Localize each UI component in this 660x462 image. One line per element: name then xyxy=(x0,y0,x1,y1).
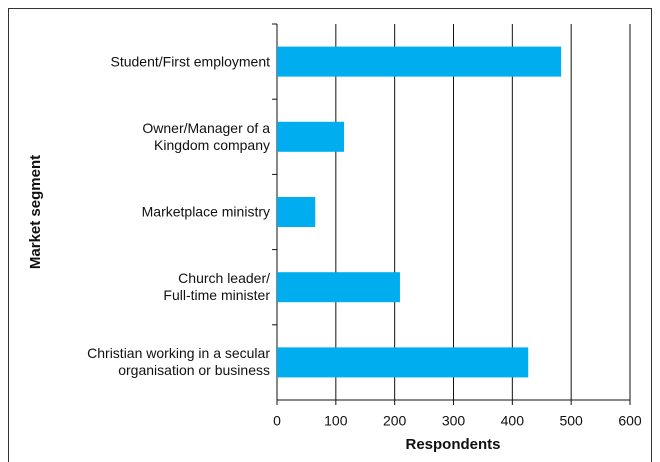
x-tick-label: 600 xyxy=(618,413,642,429)
x-tick-label: 0 xyxy=(273,413,281,429)
bar xyxy=(277,121,345,152)
x-tick-label: 300 xyxy=(442,413,466,429)
bar xyxy=(277,197,316,227)
y-tick-label: Christian working in a secular organisat… xyxy=(87,345,270,379)
y-tick-label: Church leader/ Full-time minister xyxy=(163,270,270,304)
y-tick-label: Owner/Manager of a Kingdom company xyxy=(142,119,270,153)
bar xyxy=(277,46,562,77)
x-tick-label: 500 xyxy=(559,413,583,429)
x-tick-label: 200 xyxy=(383,413,407,429)
bar xyxy=(277,272,400,303)
y-tick-label: Marketplace ministry xyxy=(141,203,270,220)
y-axis-title: Market segment xyxy=(27,155,44,269)
y-tick-label: Student/First employment xyxy=(110,53,270,70)
x-tick-label: 100 xyxy=(324,413,348,429)
frame xyxy=(8,8,652,462)
x-axis-title: Respondents xyxy=(405,436,500,453)
x-tick-label: 400 xyxy=(501,413,525,429)
bar xyxy=(277,347,529,378)
